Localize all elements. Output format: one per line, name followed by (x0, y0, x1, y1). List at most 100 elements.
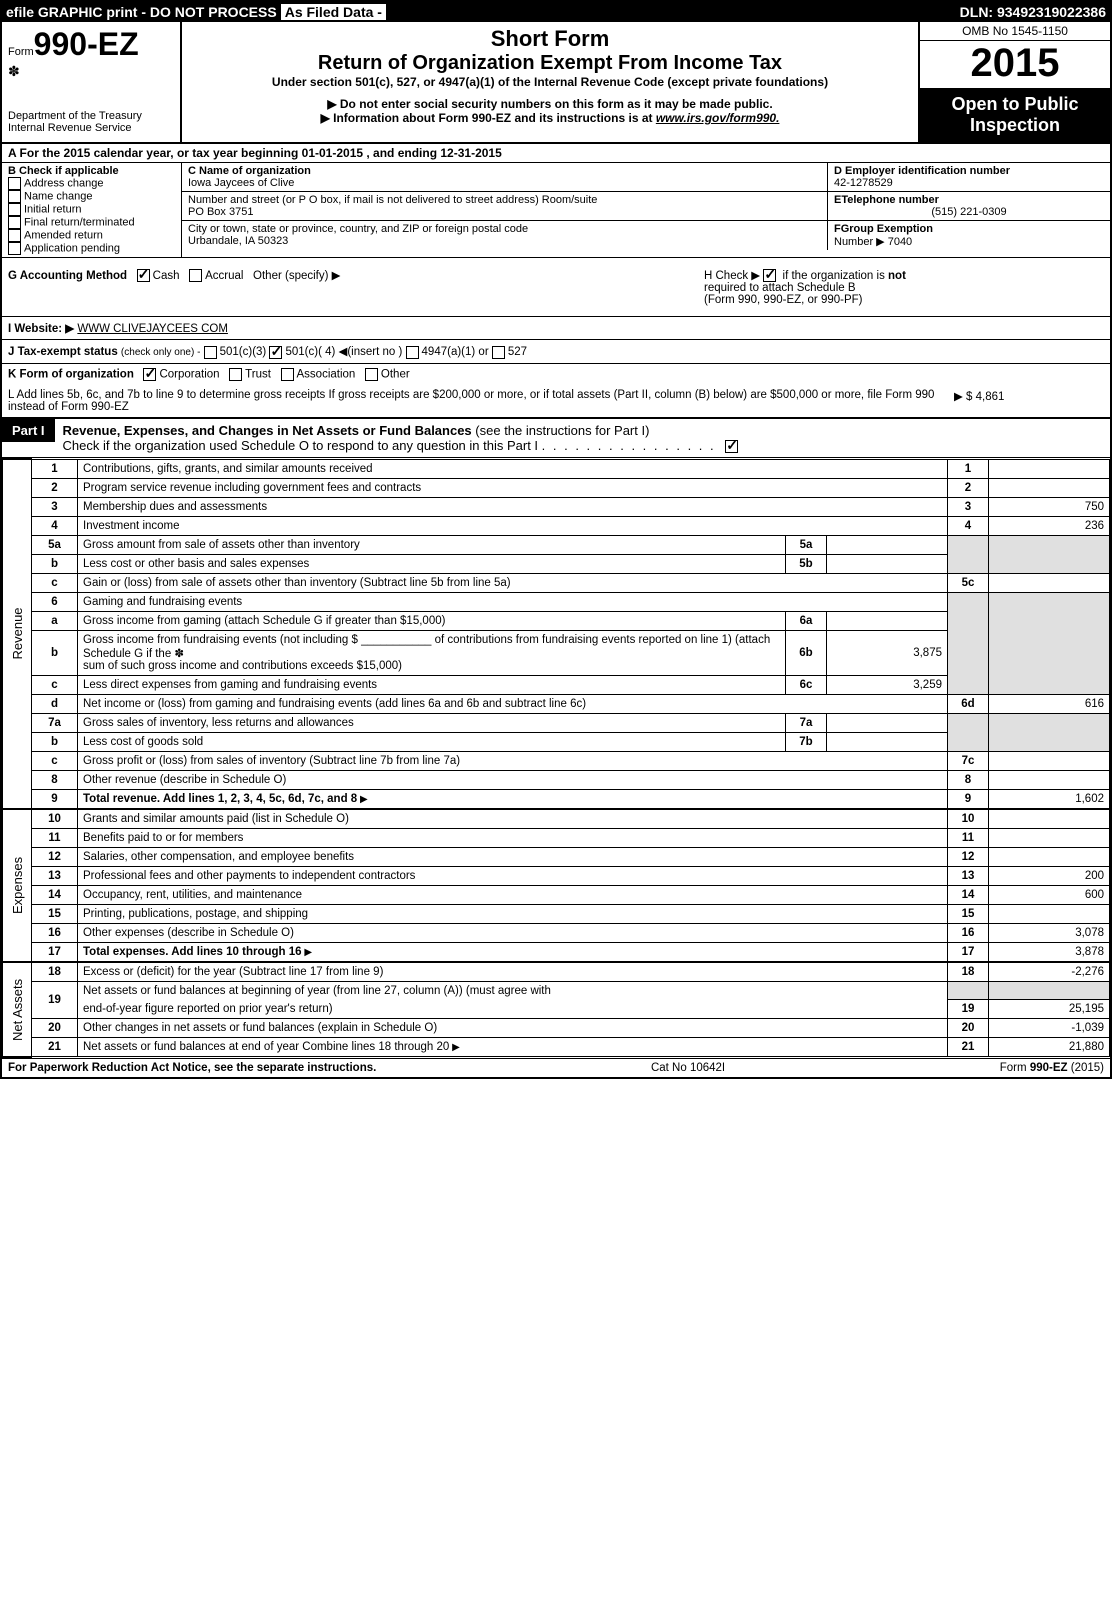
line16-val: 3,078 (989, 923, 1110, 942)
line5a-val (827, 535, 948, 554)
part1-title: Revenue, Expenses, and Changes in Net As… (63, 423, 472, 438)
efile-label: efile GRAPHIC print - DO NOT PROCESS (6, 4, 277, 20)
line6c-val: 3,259 (827, 675, 948, 694)
line6a-val (827, 611, 948, 630)
footer-mid: Cat No 10642I (651, 1062, 725, 1074)
line9-val: 1,602 (989, 789, 1110, 809)
l-text: L Add lines 5b, 6c, and 7b to line 9 to … (8, 389, 954, 413)
chk-501c[interactable] (269, 346, 282, 359)
line15-val (989, 904, 1110, 923)
top-bar: efile GRAPHIC print - DO NOT PROCESS As … (2, 2, 1110, 22)
line4-val: 236 (989, 516, 1110, 535)
c-name-label: C Name of organization (188, 165, 821, 177)
chk-other-org[interactable] (365, 368, 378, 381)
chk-501c3[interactable] (204, 346, 217, 359)
page-footer: For Paperwork Reduction Act Notice, see … (2, 1058, 1110, 1077)
line17-val: 3,878 (989, 942, 1110, 962)
line21-val: 21,880 (989, 1038, 1110, 1057)
line7b-val (827, 732, 948, 751)
ein-value: 42-1278529 (834, 177, 1104, 189)
section-gh: G Accounting Method Cash Accrual Other (… (2, 258, 1110, 317)
line7a-val (827, 713, 948, 732)
chk-accrual[interactable] (189, 269, 202, 282)
i-label: I Website: ▶ (8, 323, 74, 335)
tax-year: 2015 (920, 41, 1110, 86)
form-header: Form990-EZ ✽ Department of the Treasury … (2, 22, 1110, 144)
section-b: B Check if applicable Address change Nam… (2, 163, 182, 257)
chk-initial-return[interactable] (8, 203, 21, 216)
org-name: Iowa Jaycees of Clive (188, 177, 821, 189)
omb-no: OMB No 1545-1150 (920, 22, 1110, 41)
line20-val: -1,039 (989, 1019, 1110, 1038)
section-k: K Form of organization Corporation Trust… (2, 364, 1110, 385)
expenses-vlabel: Expenses (3, 809, 32, 962)
h-t5: (Form 990, 990-EZ, or 990-PF) (704, 294, 863, 306)
section-a: A For the 2015 calendar year, or tax yea… (2, 144, 1110, 163)
k-label: K Form of organization (8, 368, 134, 380)
form-pre: Form (8, 46, 34, 58)
c-city-label: City or town, state or province, country… (188, 223, 821, 235)
e-phone-label: ETelephone number (834, 194, 1104, 206)
chk-h[interactable] (763, 269, 776, 282)
f-group-label: FGroup Exemption (834, 223, 933, 235)
dln-label: DLN: 93492319022386 (960, 4, 1106, 20)
part1-box: Part I (2, 419, 55, 442)
section-j: J Tax-exempt status (check only one) - 5… (2, 340, 1110, 363)
chk-schedule-o[interactable] (725, 440, 738, 453)
part1-sub: (see the instructions for Part I) (475, 423, 649, 438)
short-form-title: Short Form (188, 26, 912, 52)
open-public-badge: Open to Public Inspection (920, 88, 1110, 142)
line3-val: 750 (989, 497, 1110, 516)
chk-amended-return[interactable] (8, 229, 21, 242)
return-title: Return of Organization Exempt From Incom… (188, 52, 912, 75)
line14-val: 600 (989, 885, 1110, 904)
chk-final-return[interactable] (8, 216, 21, 229)
footer-left: For Paperwork Reduction Act Notice, see … (8, 1062, 376, 1074)
f-group-label2: Number ▶ (834, 236, 885, 248)
line6b-val: 3,875 (827, 630, 948, 675)
h-t1: H Check ▶ (704, 270, 763, 282)
chk-trust[interactable] (229, 368, 242, 381)
chk-527[interactable] (492, 346, 505, 359)
h-t3: not (888, 270, 906, 282)
chk-4947[interactable] (406, 346, 419, 359)
revenue-vlabel: Revenue (3, 459, 32, 809)
part1-table: Revenue 1Contributions, gifts, grants, a… (2, 458, 1110, 1058)
line13-val: 200 (989, 866, 1110, 885)
form-number: 990-EZ (34, 26, 139, 62)
line1-val (989, 459, 1110, 478)
form-990ez-page: efile GRAPHIC print - DO NOT PROCESS As … (0, 0, 1112, 1079)
under-section: Under section 501(c), 527, or 4947(a)(1)… (188, 75, 912, 89)
line10-val (989, 809, 1110, 829)
info-link[interactable]: www.irs.gov/form990. (656, 111, 780, 125)
j-sub: (check only one) - (121, 347, 200, 358)
d-ein-label: D Employer identification number (834, 165, 1104, 177)
line12-val (989, 847, 1110, 866)
h-t4: required to attach Schedule B (704, 282, 856, 294)
asfiled-badge: As Filed Data - (281, 4, 386, 20)
dept-label: Department of the Treasury (8, 110, 174, 122)
irs-label: Internal Revenue Service (8, 122, 174, 134)
b-title: B Check if applicable (8, 165, 175, 177)
section-l: L Add lines 5b, 6c, and 7b to line 9 to … (2, 385, 1110, 417)
line5c-val (989, 573, 1110, 592)
chk-app-pending[interactable] (8, 242, 21, 255)
h-t2: if the organization is (783, 270, 888, 282)
line5b-val (827, 554, 948, 573)
footer-right: Form 990-EZ (2015) (1000, 1062, 1104, 1074)
line6d-val: 616 (989, 694, 1110, 713)
chk-cash[interactable] (137, 269, 150, 282)
info-note-a: ▶ Information about Form 990-EZ and its … (321, 111, 656, 125)
g-label: G Accounting Method (8, 270, 127, 282)
website-value[interactable]: WWW CLIVEJAYCEES COM (77, 323, 228, 335)
chk-address-change[interactable] (8, 177, 21, 190)
part1-header: Part I Revenue, Expenses, and Changes in… (2, 417, 1110, 458)
chk-corp[interactable] (143, 368, 156, 381)
line18-val: -2,276 (989, 962, 1110, 982)
chk-name-change[interactable] (8, 190, 21, 203)
city-value: Urbandale, IA 50323 (188, 235, 821, 247)
line11-val (989, 828, 1110, 847)
line7c-val (989, 751, 1110, 770)
phone-value: (515) 221-0309 (834, 206, 1104, 218)
chk-assoc[interactable] (281, 368, 294, 381)
